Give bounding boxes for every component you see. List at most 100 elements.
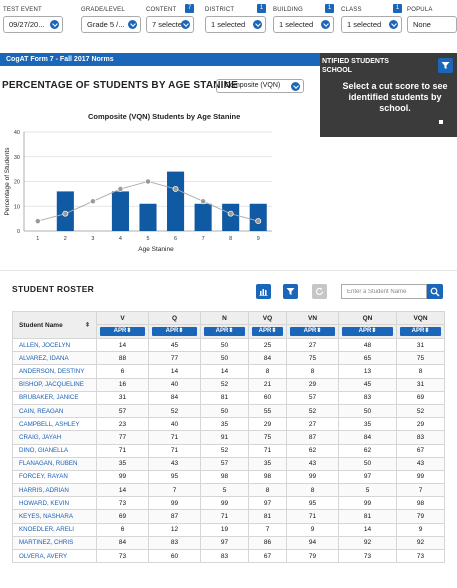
- filter-value: 1 selected: [211, 20, 246, 29]
- refresh-button[interactable]: [312, 284, 327, 299]
- score-cell: 99: [200, 496, 249, 511]
- roster-filter-button[interactable]: [283, 284, 298, 299]
- student-name-link[interactable]: CRAIG, JAYAH: [12, 430, 97, 445]
- filter-dropdown[interactable]: 1 selected: [205, 16, 266, 33]
- filter-dropdown[interactable]: 09/27/20...: [3, 16, 63, 33]
- x-tick-label: 7: [202, 236, 205, 242]
- filter-5[interactable]: CLASS 1 selected 1: [341, 4, 402, 36]
- apr-sort-header[interactable]: APR⬍: [286, 324, 339, 339]
- score-cell: 8: [248, 483, 287, 498]
- score-cell: 14: [200, 364, 249, 379]
- filter-3[interactable]: DISTRICT 1 selected 1: [205, 4, 266, 36]
- apr-sort-header[interactable]: APR⬍: [148, 324, 201, 339]
- chevron-down-icon: [50, 20, 59, 29]
- student-name-link[interactable]: BRUBAKER, JANICE: [12, 390, 97, 405]
- student-name-link[interactable]: HOWARD, KEVIN: [12, 496, 97, 511]
- score-cell: 69: [96, 509, 149, 524]
- filter-bar: TEST EVENT 09/27/20... GRADE/LEVEL Grade 5 …: [0, 0, 457, 38]
- score-cell: 40: [148, 377, 201, 392]
- student-name-link[interactable]: CAMPBELL, ASHLEY: [12, 417, 97, 432]
- apr-sort-header[interactable]: APR⬍: [96, 324, 149, 339]
- student-name-link[interactable]: KNOEDLER, ARELI: [12, 522, 97, 537]
- composite-select[interactable]: Composite (VQN): [216, 79, 304, 93]
- score-cell: 75: [286, 351, 339, 366]
- score-cell: 57: [96, 403, 149, 419]
- filter-dropdown[interactable]: 7 selected: [146, 16, 194, 33]
- filter-6[interactable]: POPULA None: [407, 6, 457, 36]
- score-cell: 8: [286, 483, 339, 498]
- filter-label: GRADE/LEVEL: [81, 7, 125, 13]
- student-name-link[interactable]: FLANAGAN, RUBEN: [12, 456, 97, 471]
- filter-dropdown[interactable]: Grade 5 /...: [81, 16, 141, 33]
- student-name-link[interactable]: BISHOP, JACQUELINE: [12, 377, 97, 392]
- table-row: FORCEY, RAYAN 99 95 98 98 99 97 99: [12, 469, 445, 485]
- identified-students-title: NTIFIED STUDENTS SCHOOL: [322, 57, 432, 75]
- x-axis-label: Age Stanine: [138, 246, 174, 253]
- student-name-header[interactable]: Student Name ⬍: [12, 311, 97, 339]
- apr-sort-button[interactable]: APR⬍: [342, 327, 393, 336]
- apr-sort-button[interactable]: APR⬍: [252, 327, 283, 336]
- student-name-link[interactable]: ANDERSON, DESTINY: [12, 364, 97, 379]
- chart-title: Composite (VQN) Students by Age Stanine: [88, 112, 241, 121]
- student-name-link[interactable]: CAIN, REAGAN: [12, 403, 97, 419]
- apr-sort-button[interactable]: APR⬍: [152, 327, 197, 336]
- apr-sort-button[interactable]: APR⬍: [290, 327, 335, 336]
- student-name-link[interactable]: FORCEY, RAYAN: [12, 469, 97, 485]
- apr-sort-button[interactable]: APR⬍: [204, 327, 245, 336]
- student-name-link[interactable]: MARTINEZ, CHRIS: [12, 535, 97, 551]
- bar-chart-icon: [259, 289, 268, 296]
- score-cell: 8: [286, 364, 339, 379]
- filter-0[interactable]: TEST EVENT 09/27/20...: [3, 6, 63, 36]
- table-row: KEYES, NASHARA 69 87 71 81 71 81 79: [12, 509, 445, 524]
- chart-view-button[interactable]: [256, 284, 271, 299]
- score-cell: 92: [396, 535, 445, 551]
- score-cell: 99: [96, 469, 149, 485]
- apr-sort-button[interactable]: APR⬍: [400, 327, 441, 336]
- filter-dropdown[interactable]: 1 selected: [341, 16, 402, 33]
- table-row: CAIN, REAGAN 57 52 50 55 52 50 52: [12, 403, 445, 419]
- student-name-link[interactable]: HARRIS, ADRIAN: [12, 483, 97, 498]
- score-cell: 50: [200, 403, 249, 419]
- filter-dropdown[interactable]: 1 selected: [273, 16, 334, 33]
- sort-icon: ⬍: [178, 328, 184, 334]
- composite-select-value: Composite (VQN): [225, 82, 281, 89]
- filter-2[interactable]: CONTENT 7 selected 7: [146, 4, 194, 36]
- filter-dropdown[interactable]: None: [407, 16, 457, 33]
- student-name-link[interactable]: KEYES, NASHARA: [12, 509, 97, 524]
- filter-value: 09/27/20...: [9, 20, 45, 29]
- apr-sort-header[interactable]: APR⬍: [338, 324, 397, 339]
- score-cell: 87: [286, 430, 339, 445]
- column-header-n: N: [200, 311, 249, 325]
- chevron-down-icon: [389, 20, 398, 29]
- line-point: [172, 185, 179, 192]
- student-name-link[interactable]: OLVERA, AVERY: [12, 548, 97, 564]
- panel-title-line2: SCHOOL: [322, 67, 352, 74]
- refresh-icon: [315, 287, 324, 295]
- score-cell: 94: [286, 535, 339, 551]
- apr-sort-header[interactable]: APR⬍: [248, 324, 287, 339]
- apr-sort-header[interactable]: APR⬍: [396, 324, 445, 339]
- apr-sort-header[interactable]: APR⬍: [200, 324, 249, 339]
- apr-label: APR: [165, 328, 179, 334]
- score-cell: 92: [338, 535, 397, 551]
- apr-label: APR: [303, 328, 317, 334]
- apr-sort-button[interactable]: APR⬍: [100, 327, 145, 336]
- score-cell: 43: [286, 456, 339, 471]
- student-search-input[interactable]: [341, 284, 427, 299]
- score-cell: 43: [396, 456, 445, 471]
- student-name-link[interactable]: ALVAREZ, IDANA: [12, 351, 97, 366]
- score-cell: 60: [148, 548, 201, 564]
- score-cell: 13: [338, 364, 397, 379]
- student-name-link[interactable]: DINO, GIANELLA: [12, 443, 97, 458]
- line-point: [200, 198, 207, 205]
- search-button[interactable]: [427, 284, 443, 299]
- filter-4[interactable]: BUILDING 1 selected 1: [273, 4, 334, 36]
- score-cell: 71: [148, 430, 201, 445]
- pager-dot[interactable]: [439, 120, 443, 124]
- filter-1[interactable]: GRADE/LEVEL Grade 5 /...: [81, 6, 141, 36]
- x-tick-label: 1: [36, 236, 39, 242]
- sort-icon: ⬍: [228, 328, 234, 334]
- score-cell: 52: [286, 403, 339, 419]
- student-name-link[interactable]: ALLEN, JOCELYN: [12, 337, 97, 353]
- panel-filter-button[interactable]: [438, 58, 453, 73]
